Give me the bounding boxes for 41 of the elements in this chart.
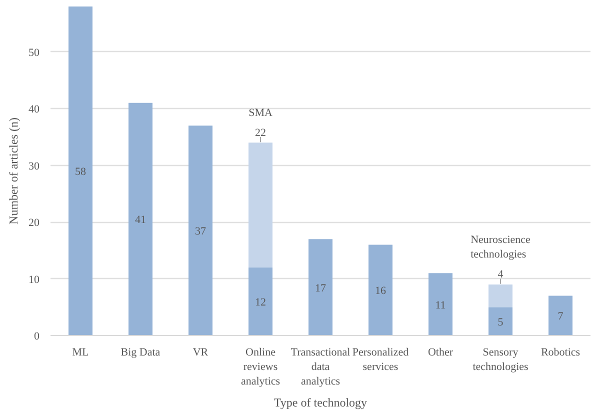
- y-tick-label: 0: [34, 330, 40, 342]
- bar: [368, 244, 392, 336]
- bar: [428, 273, 452, 336]
- data-label: 41: [135, 214, 146, 226]
- data-label: 4: [498, 268, 504, 281]
- data-label: 22: [255, 126, 266, 139]
- x-tick-label: ML: [72, 346, 90, 358]
- y-tick-label: 30: [28, 160, 40, 172]
- y-tick-label: 10: [28, 274, 40, 286]
- x-axis-title: Type of technology: [274, 395, 368, 410]
- text: SMA: [248, 106, 272, 119]
- x-tick-label: Robotics: [540, 346, 580, 358]
- data-label: 37: [195, 226, 206, 238]
- bar: [488, 284, 512, 308]
- bar: [548, 296, 572, 336]
- y-tick-label: 50: [28, 46, 40, 59]
- text: Neuroscience technologies: [470, 234, 531, 261]
- data-label: 58: [75, 166, 86, 178]
- data-label: 12: [255, 296, 266, 308]
- data-label: 17: [315, 282, 326, 294]
- x-tick-label: Transactional data analytics: [290, 346, 350, 388]
- data-label: 7: [558, 310, 564, 323]
- y-tick-label: 20: [28, 217, 40, 230]
- x-tick-label: Sensory technologies: [472, 346, 528, 373]
- x-tick-label: Big Data: [120, 346, 160, 358]
- bar: [488, 307, 512, 336]
- data-label: 16: [375, 285, 386, 298]
- x-tick-label: Online reviews analytics: [240, 346, 280, 388]
- x-tick-label: VR: [192, 346, 209, 358]
- x-tick-label: Other: [428, 346, 454, 358]
- y-axis-title: Number of articles (n): [6, 118, 20, 224]
- bar: [128, 102, 152, 336]
- bar: [308, 239, 332, 336]
- data-label: 5: [498, 316, 504, 328]
- x-tick-label: Personalized services: [352, 346, 410, 373]
- bar: [248, 267, 272, 336]
- bar: [68, 6, 92, 336]
- y-tick-label: 40: [28, 104, 40, 116]
- bar: [188, 126, 212, 336]
- data-label: 11: [435, 299, 446, 312]
- bar: [248, 142, 272, 268]
